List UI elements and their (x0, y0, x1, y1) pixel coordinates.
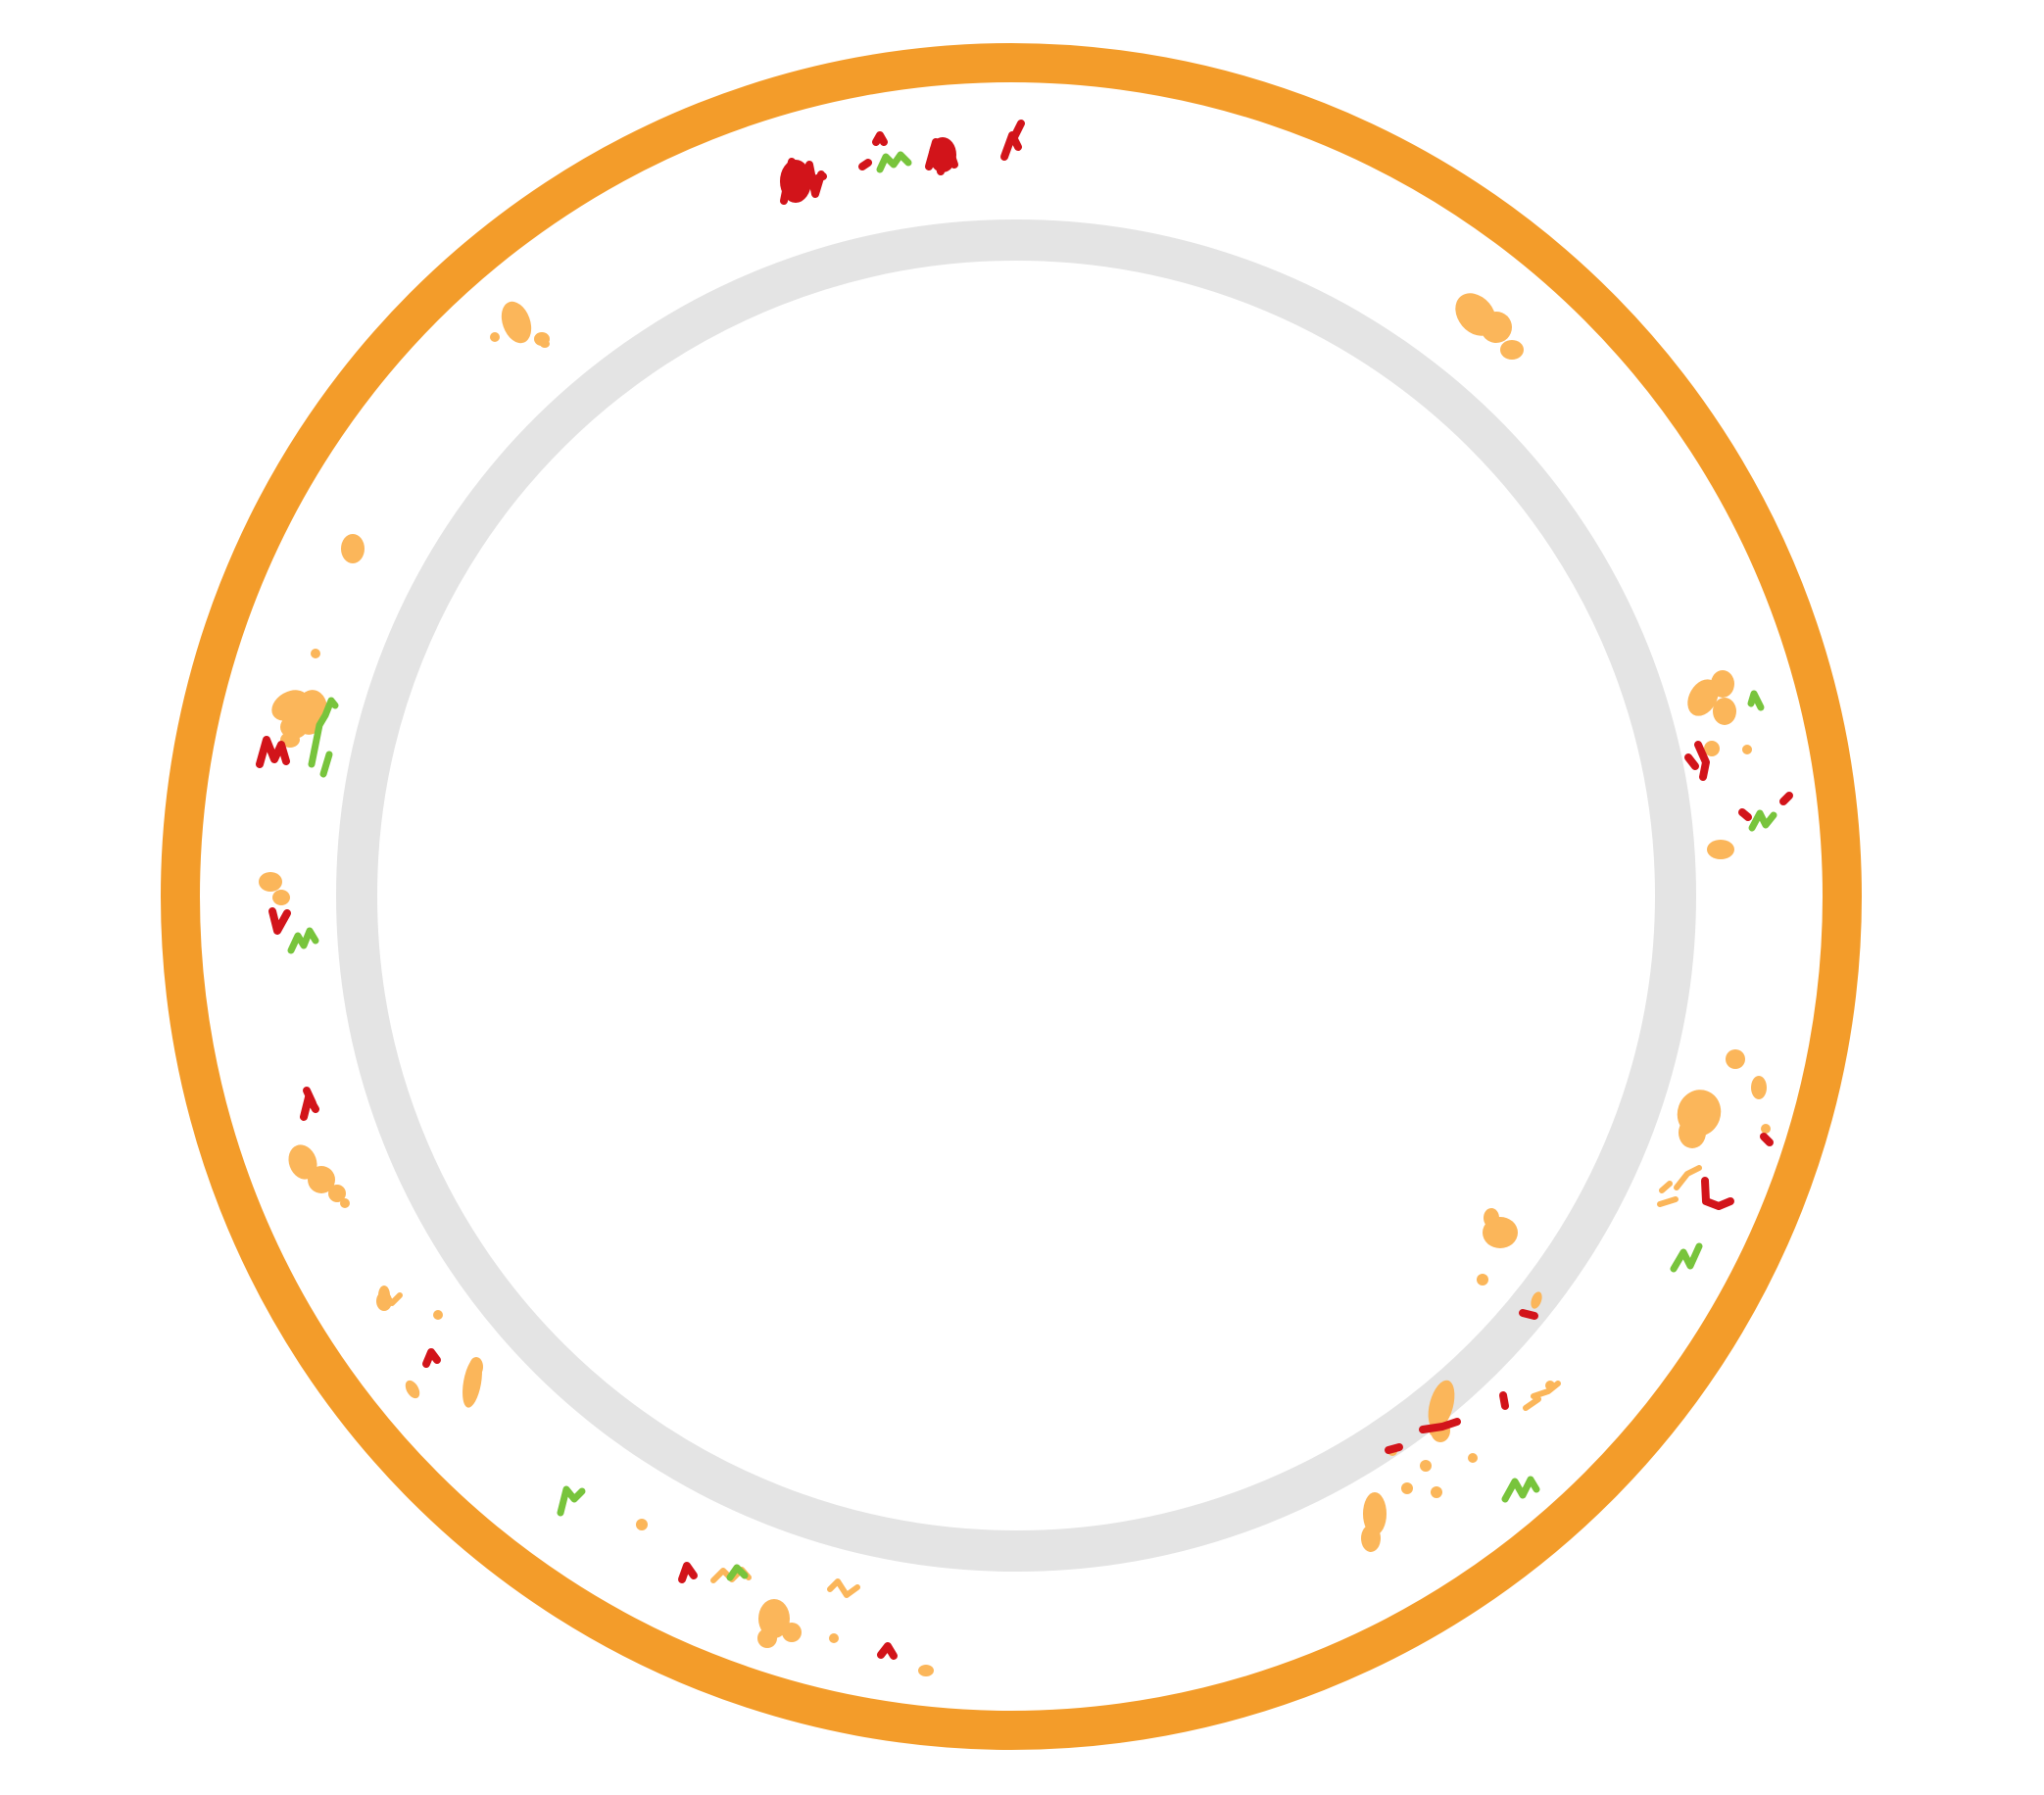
crumbs-red (256, 120, 1793, 1660)
crumb-orange-blob (259, 872, 282, 892)
crumb-red-squiggle (1760, 1133, 1774, 1146)
crumb-orange-squiggle (1674, 1165, 1702, 1190)
crumb-orange-blob (757, 1628, 777, 1648)
crumb-orange-blob (490, 332, 500, 342)
plate-inner-ring (336, 219, 1696, 1572)
crumb-red-squiggle (1519, 1309, 1538, 1320)
crumb-orange-squiggle (1523, 1396, 1541, 1411)
crumb-green-squiggle (1670, 1242, 1703, 1273)
crumb-orange-blob (280, 732, 300, 748)
crumb-red-squiggle (303, 1087, 316, 1107)
crumb-orange-blob (1726, 1049, 1745, 1069)
crumb-green-squiggle (287, 927, 319, 954)
crumb-red-clump (929, 137, 956, 172)
crumb-red-squiggle (422, 1348, 441, 1368)
crumb-orange-blob (1484, 1208, 1499, 1228)
crumbs-light-orange (259, 293, 1771, 1676)
crumb-orange-blob (1420, 1460, 1432, 1472)
crumb-orange-squiggle (1531, 1381, 1561, 1399)
crumb-red-squiggle (678, 1562, 698, 1583)
crumb-orange-blob (1742, 745, 1752, 754)
crumb-orange-blob (1751, 1076, 1767, 1099)
crumb-orange-blob (1707, 840, 1734, 859)
crumb-red-clump (780, 160, 811, 203)
crumb-orange-blob (758, 1599, 790, 1638)
crumbs-green (287, 151, 1777, 1581)
crumb-orange-blob (1687, 679, 1719, 716)
crumb-orange-blob (1431, 1486, 1442, 1498)
crumb-green-squiggle (876, 151, 912, 173)
crumb-green-squiggle (308, 697, 339, 768)
crumb-orange-blob (469, 1357, 483, 1377)
crumb-green-squiggle (1747, 690, 1765, 711)
crumb-orange-blob (1679, 1117, 1706, 1148)
crumb-orange-blob (328, 1185, 346, 1202)
crumb-orange-squiggle (827, 1578, 860, 1598)
crumb-red-squiggle (256, 736, 290, 768)
crumb-orange-blob (1428, 1380, 1455, 1431)
crumb-red-squiggle (877, 1642, 898, 1660)
crumb-green-squiggle (319, 751, 333, 778)
crumb-orange-blob (501, 301, 532, 344)
crumb-orange-blob (1761, 1124, 1771, 1134)
crumb-red-squiggle (1694, 741, 1710, 781)
crumb-orange-blob (918, 1665, 934, 1676)
crumb-red-squiggle (1779, 792, 1793, 805)
crumb-green-squiggle (1501, 1476, 1540, 1503)
crumb-orange-blob (1477, 1274, 1488, 1286)
crumb-red-squiggle (1684, 753, 1699, 770)
crumb-orange-blob (433, 1310, 443, 1320)
crumb-orange-blob (1363, 1492, 1387, 1535)
crumb-orange-blob (829, 1633, 839, 1643)
crumb-orange-blob (1531, 1291, 1542, 1309)
crumb-red-squiggle (268, 907, 291, 935)
crumb-orange-squiggle (381, 1290, 403, 1306)
crumb-red-squiggle (1419, 1418, 1461, 1433)
crumb-red-squiggle (1010, 120, 1025, 141)
crumb-orange-blob (540, 340, 550, 348)
crumb-red-squiggle (1701, 1177, 1734, 1210)
crumb-orange-blob (1500, 340, 1524, 360)
crumb-orange-blob (272, 890, 290, 905)
crumb-orange-blob (341, 534, 365, 563)
crumb-orange-blob (308, 1166, 335, 1193)
crumb-orange-blob (311, 649, 320, 658)
crumb-orange-blob (288, 1144, 317, 1180)
crumb-orange-blob (1401, 1482, 1413, 1494)
crumb-orange-blob (636, 1519, 648, 1530)
crumb-red-squiggle (1738, 808, 1752, 821)
crumb-orange-squiggle (1657, 1196, 1679, 1207)
crumb-green-squiggle (1748, 809, 1777, 832)
crumb-orange-blob (1711, 670, 1734, 698)
crumb-red-squiggle (1499, 1391, 1509, 1410)
crumb-orange-squiggle (1659, 1181, 1673, 1193)
crumb-orange-blob (405, 1380, 420, 1399)
crumb-green-squiggle (557, 1485, 586, 1517)
crumb-orange-blob (1468, 1453, 1478, 1463)
crumb-orange-blob (1713, 698, 1736, 725)
crumb-red-squiggle (858, 159, 872, 170)
crumb-orange-blob (340, 1198, 350, 1208)
crumb-orange-blob (1481, 312, 1512, 343)
crumb-green-squiggle (726, 1564, 749, 1581)
crumb-orange-blob (782, 1623, 802, 1642)
crumb-red-squiggle (1385, 1443, 1403, 1454)
crumb-orange-blob (1704, 741, 1720, 756)
crumb-red-squiggle (872, 131, 888, 146)
crumb-orange-blob (1361, 1525, 1381, 1552)
